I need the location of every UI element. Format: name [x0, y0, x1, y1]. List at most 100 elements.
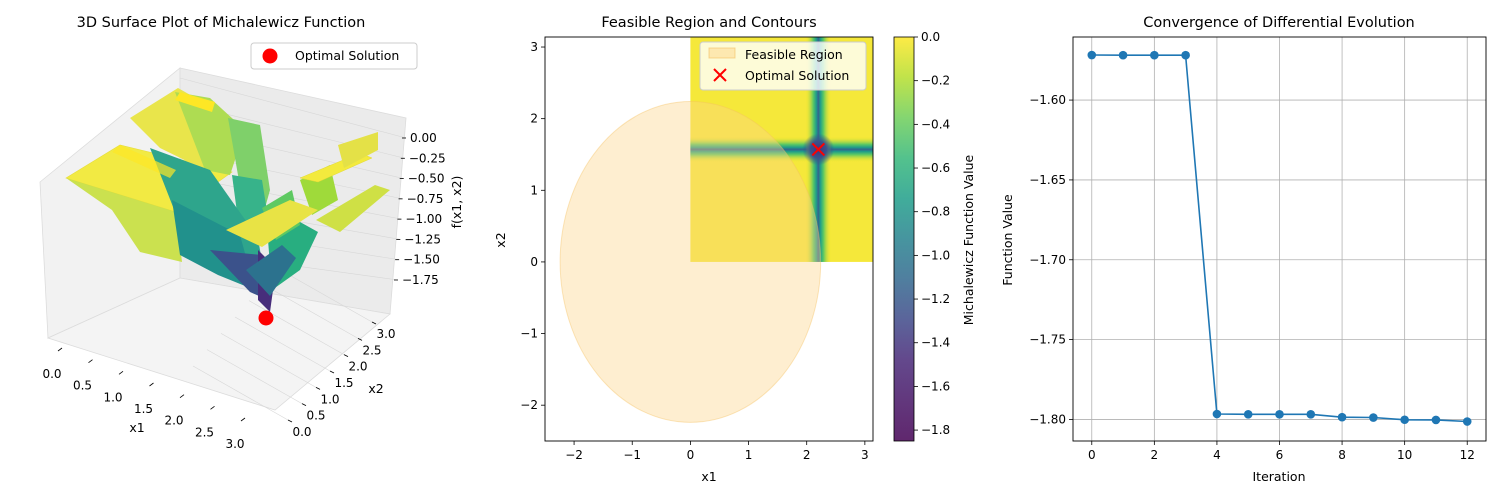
surface-ylabel: x2 — [368, 381, 383, 396]
surface-y-tick-mark — [315, 386, 321, 390]
feasible-region — [559, 100, 822, 423]
y-tick-label: −1.70 — [1029, 253, 1066, 267]
y-tick-label: −1.60 — [1029, 93, 1066, 107]
data-point — [1118, 50, 1128, 60]
surface-z-tick-label: −1.75 — [402, 273, 439, 287]
convergence-ticks: 0 2 4 6 8 10 12 −1.60 −1.65 −1.70 −1.75 −1.80 — [1029, 93, 1475, 462]
convergence-title: Convergence of Differential Evolution — [1143, 15, 1415, 31]
surface-y-tick-mark — [343, 354, 349, 358]
colorbar-tick-label: −0.6 — [921, 161, 950, 175]
colorbar-frame — [893, 36, 915, 442]
x-tick-label: 4 — [1213, 448, 1221, 462]
contour-valley-horizontal — [690, 136, 873, 163]
surface-legend: Optimal Solution — [250, 42, 418, 70]
data-point — [1275, 410, 1284, 419]
contour-xlabel: x1 — [701, 469, 716, 484]
colorbar-tick-label: −1.4 — [921, 336, 950, 350]
surface-x-tick-mark — [210, 406, 215, 410]
surface-z-tick-label: −1.50 — [403, 253, 440, 267]
contour-y-tick-label: 2 — [530, 112, 538, 126]
contour-optimal-marker — [811, 142, 826, 157]
surface-x-tick-mark — [149, 382, 154, 387]
surface-x-tick-mark — [179, 394, 185, 398]
data-point — [1337, 412, 1347, 422]
y-tick-label: −1.80 — [1029, 412, 1066, 426]
convergence-panel: Convergence of Differential Evolution 0 2… — [1000, 15, 1487, 484]
contour-legend-box — [699, 41, 867, 91]
surface-z-tick-label: −0.75 — [407, 192, 444, 206]
x-tick-label: 10 — [1397, 448, 1412, 462]
convergence-ylabel: Function Value — [1000, 194, 1015, 286]
surface-y-tick-label: 1.0 — [320, 392, 339, 406]
x-tick-label: 6 — [1276, 448, 1284, 462]
contour-x-tick-label: 0 — [687, 448, 695, 462]
surface-z-tick-label: −0.50 — [408, 172, 445, 186]
colorbar-tick-label: −1.6 — [921, 379, 950, 393]
data-point — [1431, 415, 1441, 425]
y-tick-label: −1.65 — [1029, 173, 1066, 187]
surface-x-tick-mark — [88, 359, 93, 363]
convergence-xlabel: Iteration — [1252, 469, 1305, 484]
colorbar-tick-label: −1.2 — [921, 292, 950, 306]
surface-x-tick-mark — [118, 371, 124, 375]
contour-legend-region-swatch — [708, 47, 736, 59]
surface-ticks: 0.0 0.5 1.0 1.5 2.0 2.5 3.0 0.0 0.5 1.0 1.5 2.0 2.5 3… — [42, 131, 445, 451]
surface-mesh — [65, 88, 390, 312]
surface-y-tick-mark — [329, 370, 335, 374]
contour-panel: Feasible Region and Contours −2 −1 0 1 2 3−2−… — [493, 15, 976, 484]
surface-x-tick-label: 2.0 — [164, 414, 183, 428]
surface-legend-marker — [262, 48, 278, 64]
contour-title: Feasible Region and Contours — [601, 15, 816, 31]
surface-floor — [46, 277, 391, 411]
surface-legend-box — [250, 42, 418, 70]
data-point — [1150, 50, 1159, 60]
contour-legend: Feasible Region Optimal Solution — [699, 41, 867, 91]
x-tick-label: 8 — [1338, 448, 1346, 462]
contour-y-tick-label: 3 — [530, 40, 538, 54]
surface-floor-gridline — [276, 267, 373, 323]
convergence-grid — [1073, 37, 1486, 441]
surface-title: 3D Surface Plot of Michalewicz Function — [77, 15, 366, 31]
surface-y-tick-mark — [371, 321, 377, 325]
data-point — [1462, 417, 1472, 426]
colorbar-tick-label: 0.0 — [921, 30, 940, 44]
x-tick-label: 12 — [1460, 448, 1475, 462]
surface-y-tick-mark — [287, 419, 293, 423]
contour-ylabel: x2 — [493, 232, 508, 247]
colorbar-tick-label: −0.8 — [921, 205, 950, 219]
surface-floor-gridline — [262, 284, 359, 339]
surface-x-tick-label: 1.0 — [103, 390, 122, 404]
surface-z-tick-label: −1.25 — [404, 232, 441, 246]
surface-y-tick-label: 0.0 — [292, 425, 311, 439]
surface-y-tick-label: 2.0 — [348, 360, 367, 374]
surface-y-tick-mark — [301, 403, 307, 407]
contour-legend-opt-label: Optimal Solution — [745, 68, 849, 83]
surface-panel: 3D Surface Plot of Michalewicz Function — [39, 15, 464, 451]
contour-x-tick-label: −1 — [623, 448, 641, 462]
contour-legend-region-label: Feasible Region — [745, 47, 843, 62]
contour-y-tick-label: 0 — [530, 255, 538, 269]
surface-y-tick-mark — [357, 337, 363, 341]
surface-xlabel: x1 — [129, 420, 144, 435]
colorbar-label: Michalewicz Function Value — [961, 154, 976, 325]
x-tick-label: 0 — [1088, 448, 1096, 462]
surface-z-tick-label: 0.00 — [410, 131, 437, 145]
surface-z-tick-label: −0.25 — [409, 151, 446, 165]
data-point — [1181, 50, 1190, 60]
surface-y-tick-label: 1.5 — [334, 376, 353, 390]
data-point — [1087, 50, 1097, 60]
contour-legend-opt-marker — [713, 68, 727, 82]
surface-floor-gridline — [248, 300, 345, 355]
colorbar-tick-label: −0.4 — [921, 117, 950, 131]
data-point — [1400, 415, 1409, 425]
colorbar-tick-label: −1.8 — [921, 423, 950, 437]
surface-wall-gridline — [179, 77, 407, 139]
contour-ticks: −2 −1 0 1 2 3 −2 −1 0 1 2 3 — [520, 40, 868, 462]
contour-y-tick-label: −1 — [520, 327, 538, 341]
colorbar-tick-label: −0.2 — [921, 74, 950, 88]
surface-floor-gridline — [220, 333, 317, 388]
surface-y-tick-label: 2.5 — [362, 343, 381, 357]
surface-legend-label: Optimal Solution — [295, 48, 399, 63]
surface-floor-gridline — [192, 365, 289, 421]
